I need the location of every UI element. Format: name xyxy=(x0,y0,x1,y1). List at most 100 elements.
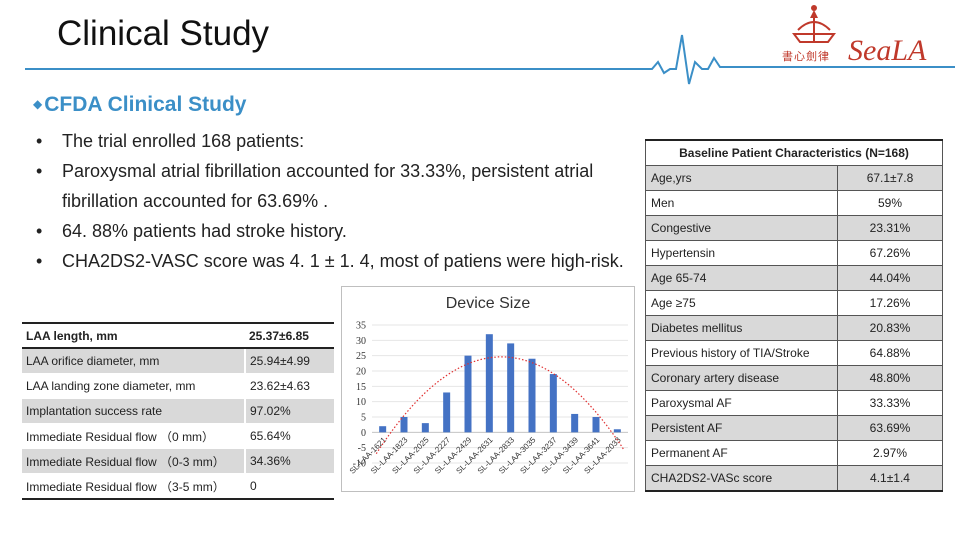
bar xyxy=(507,343,515,433)
bullet-item: Paroxysmal atrial fibrillation accounted… xyxy=(36,156,636,216)
table-row: Congestive 23.31% xyxy=(645,215,943,241)
device-size-chart: Device Size -10 -5 0 5 10 15 20 25 30 35 SL-LAA-16… xyxy=(341,286,635,492)
table-cell-label: LAA landing zone diameter, mm xyxy=(22,373,245,399)
laa-results-table: LAA length, mm 25.37±6.85 LAA orifice di… xyxy=(22,322,334,500)
table-cell-value: 97.02% xyxy=(244,398,334,424)
table-cell-label: Implantation success rate xyxy=(22,398,245,424)
table-cell-label: LAA orifice diameter, mm xyxy=(22,348,245,374)
table-header: Baseline Patient Characteristics (N=168) xyxy=(645,139,943,166)
table-cell-label: Coronary artery disease xyxy=(645,365,838,391)
table-header-row: Baseline Patient Characteristics (N=168) xyxy=(645,139,943,166)
table-cell-value: 67.1±7.8 xyxy=(837,165,943,191)
table-row: LAA landing zone diameter, mm 23.62±4.63 xyxy=(22,373,334,399)
bar xyxy=(613,429,621,433)
table-row: Previous history of TIA/Stroke 64.88% xyxy=(645,340,943,366)
bullet-item: The trial enrolled 168 patients: xyxy=(36,126,636,156)
table-cell-label: Age,yrs xyxy=(645,165,838,191)
table-row: Immediate Residual flow （3-5 mm） 0 xyxy=(22,473,334,500)
bar xyxy=(549,374,557,433)
table-cell-label: Hypertensin xyxy=(645,240,838,266)
bar xyxy=(400,417,408,433)
table-cell-label: Age 65-74 xyxy=(645,265,838,291)
trendline xyxy=(375,356,625,455)
y-tick-label: 25 xyxy=(356,351,366,362)
table-cell-label: Immediate Residual flow （3-5 mm） xyxy=(22,473,245,500)
table-cell-value: 2.97% xyxy=(837,440,943,466)
table-cell-label: CHA2DS2-VASc score xyxy=(645,465,838,492)
bar xyxy=(464,355,472,433)
table-row: Permanent AF 2.97% xyxy=(645,440,943,466)
bullet-item: 64. 88% patients had stroke history. xyxy=(36,216,636,246)
bar xyxy=(571,413,579,433)
table-cell-value: 63.69% xyxy=(837,415,943,441)
bar xyxy=(421,423,429,433)
table-cell-label: Age ≥75 xyxy=(645,290,838,316)
table-row: LAA orifice diameter, mm 25.94±4.99 xyxy=(22,348,334,374)
page-title: Clinical Study xyxy=(57,14,270,53)
table-cell-value: 20.83% xyxy=(837,315,943,341)
table-row: Coronary artery disease 48.80% xyxy=(645,365,943,391)
y-tick-label: 20 xyxy=(356,367,366,378)
table-cell-value: 4.1±1.4 xyxy=(837,465,943,492)
table-row: Age ≥75 17.26% xyxy=(645,290,943,316)
table-cell-value: 64.88% xyxy=(837,340,943,366)
table-cell-label: Persistent AF xyxy=(645,415,838,441)
baseline-characteristics-table: Baseline Patient Characteristics (N=168)… xyxy=(645,139,943,492)
seala-emblem-icon xyxy=(792,5,836,43)
bar xyxy=(379,426,387,433)
table-cell-label: Immediate Residual flow （0 mm） xyxy=(22,423,245,449)
table-row: Men 59% xyxy=(645,190,943,216)
table-row: Diabetes mellitus 20.83% xyxy=(645,315,943,341)
diamond-bullet-icon: ◆ xyxy=(33,97,43,111)
table-cell-label: Men xyxy=(645,190,838,216)
table-row: Immediate Residual flow （0-3 mm） 34.36% xyxy=(22,448,334,474)
logo-chinese-text: 書心劍律 xyxy=(782,51,830,63)
table-row: Age,yrs 67.1±7.8 xyxy=(645,165,943,191)
table-cell-value: 25.37±6.85 xyxy=(245,322,334,349)
table-cell-label: LAA length, mm xyxy=(22,322,245,349)
table-row: CHA2DS2-VASc score 4.1±1.4 xyxy=(645,465,943,492)
table-cell-label: Immediate Residual flow （0-3 mm） xyxy=(22,448,245,474)
bar xyxy=(485,334,493,433)
table-cell-value: 17.26% xyxy=(837,290,943,316)
bar xyxy=(443,392,451,433)
bar xyxy=(592,417,600,433)
y-tick-label: 30 xyxy=(356,336,366,347)
table-cell-value: 59% xyxy=(837,190,943,216)
table-cell-value: 44.04% xyxy=(837,265,943,291)
table-row: Immediate Residual flow （0 mm） 65.64% xyxy=(22,423,334,449)
table-cell-label: Congestive xyxy=(645,215,838,241)
table-cell-value: 65.64% xyxy=(244,423,334,449)
logo: 書心劍律 SeaLA xyxy=(782,4,948,70)
table-row: LAA length, mm 25.37±6.85 xyxy=(22,322,334,349)
table-cell-value: 23.62±4.63 xyxy=(244,373,334,399)
bullet-item: CHA2DS2-VASC score was 4. 1 ± 1. 4, most… xyxy=(36,246,636,276)
table-row: Hypertensin 67.26% xyxy=(645,240,943,266)
y-tick-label: 35 xyxy=(356,321,366,332)
table-cell-value: 33.33% xyxy=(837,390,943,416)
table-cell-label: Paroxysmal AF xyxy=(645,390,838,416)
y-tick-label: 15 xyxy=(356,382,366,393)
y-tick-label: 5 xyxy=(361,413,366,424)
table-cell-value: 25.94±4.99 xyxy=(244,348,334,374)
table-cell-value: 23.31% xyxy=(837,215,943,241)
table-row: Age 65-74 44.04% xyxy=(645,265,943,291)
section-heading-text: CFDA Clinical Study xyxy=(44,93,247,116)
table-cell-value: 48.80% xyxy=(837,365,943,391)
table-cell-value: 0 xyxy=(244,473,334,500)
logo-brand-text: SeaLA xyxy=(848,34,927,67)
chart-plot: -10-505101520253035SL-LAA-1621SL-LAA-182… xyxy=(348,321,628,476)
heartbeat-divider xyxy=(25,34,955,85)
bullet-list: The trial enrolled 168 patients: Paroxys… xyxy=(36,126,636,276)
table-row: Persistent AF 63.69% xyxy=(645,415,943,441)
table-cell-value: 34.36% xyxy=(244,448,334,474)
table-cell-label: Previous history of TIA/Stroke xyxy=(645,340,838,366)
table-row: Implantation success rate 97.02% xyxy=(22,398,334,424)
y-tick-label: -10 xyxy=(353,459,366,470)
table-cell-label: Diabetes mellitus xyxy=(645,315,838,341)
section-heading: ◆CFDA Clinical Study xyxy=(33,93,246,117)
table-cell-value: 67.26% xyxy=(837,240,943,266)
bar xyxy=(528,358,536,433)
y-tick-label: 10 xyxy=(356,397,366,408)
y-tick-label: 0 xyxy=(361,428,366,439)
